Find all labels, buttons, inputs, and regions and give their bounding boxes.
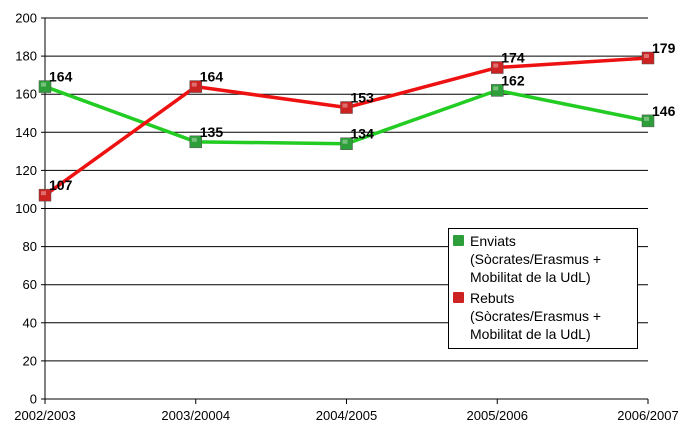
data-point-marker-highlight — [342, 103, 348, 108]
x-tick-labels: 2002/2003 2003/20004 2004/2005 2005/2006 200… — [14, 408, 678, 423]
x-tick-label: 2005/2006 — [467, 408, 528, 423]
data-label: 164 — [49, 69, 73, 85]
data-point-marker-highlight — [342, 139, 348, 144]
data-point-marker — [491, 61, 504, 74]
data-label: 146 — [652, 103, 676, 119]
legend-swatch-rebuts — [453, 292, 464, 303]
legend-item-rebuts: Rebuts (Sòcrates/Erasmus + Mobilitat de … — [453, 289, 633, 343]
data-point-marker — [491, 84, 504, 97]
y-tick-label: 40 — [23, 315, 37, 330]
y-tick-label: 140 — [15, 125, 37, 140]
legend: Enviats (Sòcrates/Erasmus + Mobilitat de… — [448, 228, 638, 349]
data-point-marker — [340, 137, 353, 150]
data-point-marker-highlight — [644, 54, 649, 59]
data-point-marker-highlight — [644, 116, 649, 121]
x-tick-label: 2006/2007 — [617, 408, 678, 423]
data-point-marker-highlight — [493, 86, 499, 91]
x-tick-label: 2002/2003 — [14, 408, 75, 423]
data-point-marker — [38, 188, 52, 202]
data-label: 134 — [351, 126, 375, 142]
series-line-2 — [43, 56, 649, 197]
x-tick-label: 2004/2005 — [316, 408, 377, 423]
data-point-marker-highlight — [191, 82, 197, 87]
data-label: 164 — [200, 69, 224, 85]
legend-label-enviats: Enviats (Sòcrates/Erasmus + Mobilitat de… — [470, 233, 602, 285]
data-label: 174 — [501, 50, 525, 66]
data-point-marker — [641, 114, 655, 128]
legend-label-rebuts: Rebuts (Sòcrates/Erasmus + Mobilitat de … — [470, 290, 602, 342]
data-point-marker-highlight — [41, 82, 46, 87]
data-point-marker-highlight — [493, 63, 499, 68]
data-label: 107 — [49, 177, 73, 193]
data-point-marker — [340, 101, 353, 114]
legend-item-enviats: Enviats (Sòcrates/Erasmus + Mobilitat de… — [453, 232, 633, 286]
y-tick-label: 20 — [23, 353, 37, 368]
data-point-marker — [641, 51, 655, 65]
y-tick-label: 100 — [15, 201, 37, 216]
data-label: 135 — [200, 124, 224, 140]
y-tick-labels: 0 20 40 60 80 100 120 140 160 180 200 — [15, 11, 37, 407]
data-point-marker-highlight — [191, 137, 197, 142]
data-labels: 164 135 134 162 146 107 164 153 174 179 — [49, 40, 676, 193]
y-tick-label: 180 — [15, 49, 37, 64]
data-point-marker-highlight — [41, 191, 46, 196]
y-tick-label: 200 — [15, 11, 37, 26]
y-tick-label: 60 — [23, 277, 37, 292]
data-label: 179 — [652, 40, 676, 56]
y-tick-label: 80 — [23, 239, 37, 254]
legend-swatch-enviats — [453, 235, 464, 246]
x-tick-label: 2003/20004 — [161, 408, 230, 423]
series-line-1 — [44, 84, 649, 146]
data-point-marker — [38, 80, 52, 93]
data-point-marker — [189, 135, 202, 149]
y-tick-label: 0 — [30, 392, 37, 407]
data-label: 162 — [501, 72, 525, 88]
data-label: 153 — [351, 90, 375, 106]
data-point-marker — [189, 80, 202, 93]
gridlines — [45, 17, 648, 362]
series-lines — [38, 51, 655, 202]
y-tick-label: 120 — [15, 163, 37, 178]
y-tick-label: 160 — [15, 87, 37, 102]
